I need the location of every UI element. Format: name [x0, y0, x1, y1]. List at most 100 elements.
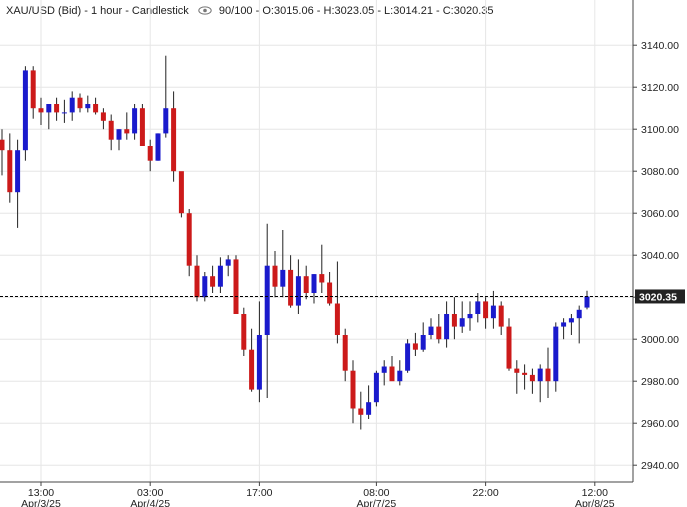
candle-body	[100, 112, 106, 121]
candle-body	[561, 322, 567, 327]
candle-body	[256, 335, 262, 390]
candle-body	[358, 408, 364, 415]
y-tick-label: 3140.00	[641, 40, 679, 52]
candle-body	[93, 104, 99, 113]
y-tick-label: 3060.00	[641, 208, 679, 220]
candle-body	[61, 112, 67, 114]
candle-body	[46, 104, 52, 113]
candle-body	[116, 129, 122, 140]
candle-body	[178, 171, 184, 214]
candle-body	[334, 303, 340, 335]
candle-body	[163, 108, 169, 134]
candle-body	[272, 265, 278, 287]
y-tick-label: 2960.00	[641, 418, 679, 430]
y-tick-label: 2940.00	[641, 460, 679, 472]
y-tick-label: 3120.00	[641, 82, 679, 94]
candle-body	[350, 370, 356, 409]
candle-body	[147, 146, 153, 161]
candle-body	[249, 349, 255, 390]
candle-body	[54, 104, 60, 113]
candle-body	[389, 366, 395, 382]
candle-body	[451, 314, 457, 327]
candle-body	[327, 282, 333, 304]
candle-body	[490, 305, 496, 319]
eye-icon[interactable]	[198, 6, 212, 15]
candle-body	[30, 70, 36, 109]
x-tick-label: 03:00	[137, 487, 163, 499]
candle-body	[436, 326, 442, 340]
x-tick-label: 12:00	[582, 487, 608, 499]
candle-body	[568, 318, 574, 323]
candle-body	[303, 276, 309, 293]
y-tick-label: 3100.00	[641, 124, 679, 136]
candle-body	[498, 305, 504, 327]
candle-body	[194, 265, 200, 298]
candle-body	[241, 314, 247, 350]
candle-body	[506, 326, 512, 369]
ohlc-readout: - O:3015.06 - H:3023.05 - L:3014.21 - C:…	[255, 5, 494, 17]
y-tick-label: 3040.00	[641, 250, 679, 262]
candle-body	[319, 274, 325, 283]
candle-body	[7, 150, 13, 193]
visibility-count: 90/100	[218, 5, 253, 17]
candle-body	[475, 301, 481, 314]
candle-body	[381, 366, 387, 373]
candle-body	[397, 370, 403, 382]
candle-body	[0, 139, 5, 151]
current-price-label: 3020.35	[639, 291, 677, 303]
candle-body	[38, 108, 44, 113]
candle-body	[280, 269, 286, 287]
candle-body	[15, 150, 21, 193]
candle-body	[139, 108, 145, 146]
candle-body	[202, 276, 208, 298]
candle-body	[311, 274, 317, 293]
x-tick-date-label: Apr/3/25	[21, 498, 61, 507]
chart-title: XAU/USD (Bid) - 1 hour - Candlestick	[6, 5, 189, 17]
candle-body	[233, 259, 239, 314]
candle-body	[420, 335, 426, 350]
candle-body	[342, 335, 348, 371]
candle-body	[108, 120, 114, 140]
candle-body	[186, 213, 192, 266]
candle-body	[288, 269, 294, 306]
candle-body	[373, 372, 379, 403]
x-tick-label: 17:00	[246, 487, 272, 499]
y-tick-label: 3080.00	[641, 166, 679, 178]
candle-body	[124, 129, 130, 134]
candle-body	[444, 314, 450, 340]
candle-body	[467, 314, 473, 319]
candle-body	[171, 108, 177, 172]
current-price-badge	[635, 289, 685, 304]
candle-body	[132, 108, 138, 134]
x-tick-date-label: Apr/7/25	[357, 498, 397, 507]
candle-body	[522, 372, 528, 375]
candle-body	[22, 70, 28, 151]
x-tick-date-label: Apr/8/25	[575, 498, 615, 507]
x-tick-label: 08:00	[363, 487, 389, 499]
y-tick-label: 2980.00	[641, 376, 679, 388]
candle-body	[537, 368, 543, 382]
candle-body	[514, 368, 520, 373]
candle-body	[459, 318, 465, 327]
candle-body	[155, 133, 161, 161]
candle-body	[210, 276, 216, 287]
candle-body	[584, 296, 590, 308]
candle-body	[428, 326, 434, 335]
candle-body	[295, 276, 301, 306]
candle-body	[405, 343, 411, 371]
candle-body	[553, 326, 559, 382]
candle-body	[366, 402, 372, 415]
candle-body	[264, 265, 270, 335]
candle-body	[576, 309, 582, 319]
candle-body	[225, 259, 231, 266]
candle-body	[483, 301, 489, 319]
candle-body	[412, 343, 418, 350]
candle-body	[85, 104, 91, 109]
candle-body	[545, 368, 551, 382]
chart-header: XAU/USD (Bid) - 1 hour - Candlestick 90/…	[6, 5, 494, 17]
candle-body	[77, 97, 83, 109]
x-tick-label: 22:00	[472, 487, 498, 499]
candle-body	[69, 97, 75, 113]
